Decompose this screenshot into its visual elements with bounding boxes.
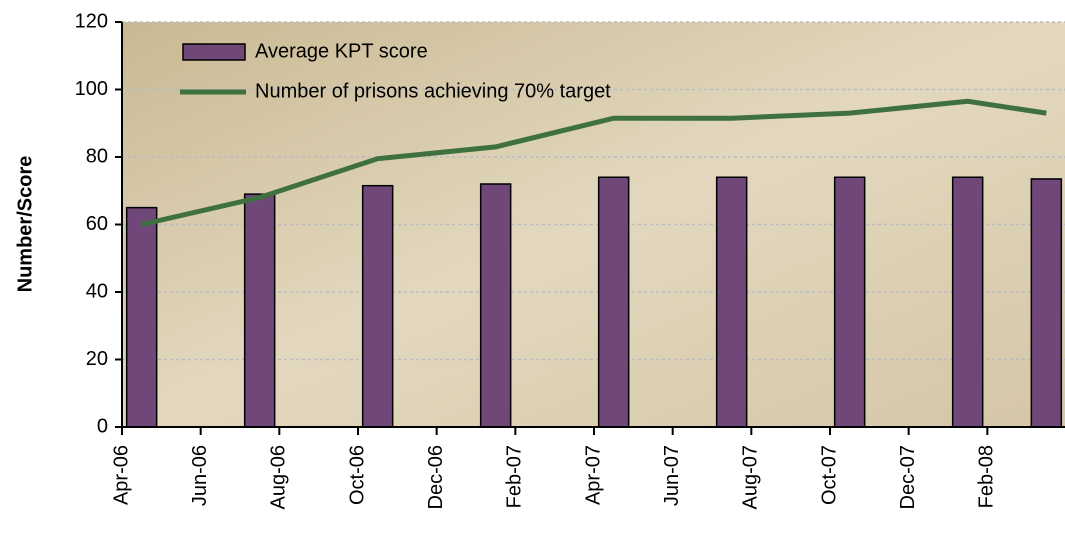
- x-tick-label: Feb-08: [976, 445, 998, 508]
- y-tick-label: 120: [75, 10, 108, 32]
- bar: [597, 176, 630, 428]
- bar: [125, 206, 158, 428]
- x-tick-label: Dec-07: [897, 445, 919, 509]
- y-tick-label: 60: [86, 213, 108, 235]
- bar: [479, 183, 512, 428]
- x-tick-label: Oct-07: [818, 445, 840, 505]
- y-axis-label: Number/Score: [14, 156, 36, 293]
- line: [141, 98, 1047, 227]
- x-tick-label: Dec-06: [425, 445, 447, 509]
- bar: [951, 176, 984, 428]
- y-tick-label: 0: [97, 415, 108, 437]
- y-tick-label: 20: [86, 348, 108, 370]
- x-tick-label: Jun-07: [661, 445, 683, 506]
- y-tick-label: 80: [86, 145, 108, 167]
- legend-label: Number of prisons achieving 70% target: [255, 80, 611, 102]
- y-tick-label: 100: [75, 78, 108, 100]
- plot: [125, 98, 1063, 428]
- legend-label: Average KPT score: [255, 40, 428, 62]
- x-tick-label: Aug-07: [740, 445, 762, 510]
- bar: [361, 184, 394, 428]
- x-tick-label: Aug-06: [268, 445, 290, 510]
- x-tick-label: Apr-06: [110, 445, 132, 505]
- legend-swatch: [182, 43, 246, 61]
- bar: [243, 193, 276, 428]
- x-tick-label: Apr-07: [582, 445, 604, 505]
- bar: [715, 176, 748, 428]
- y-tick-label: 40: [86, 280, 108, 302]
- bar: [1030, 178, 1063, 428]
- bar: [833, 176, 866, 428]
- x-tick-label: Jun-06: [189, 445, 211, 506]
- x-tick-label: Oct-06: [346, 445, 368, 505]
- x-tick-label: Feb-07: [504, 445, 526, 508]
